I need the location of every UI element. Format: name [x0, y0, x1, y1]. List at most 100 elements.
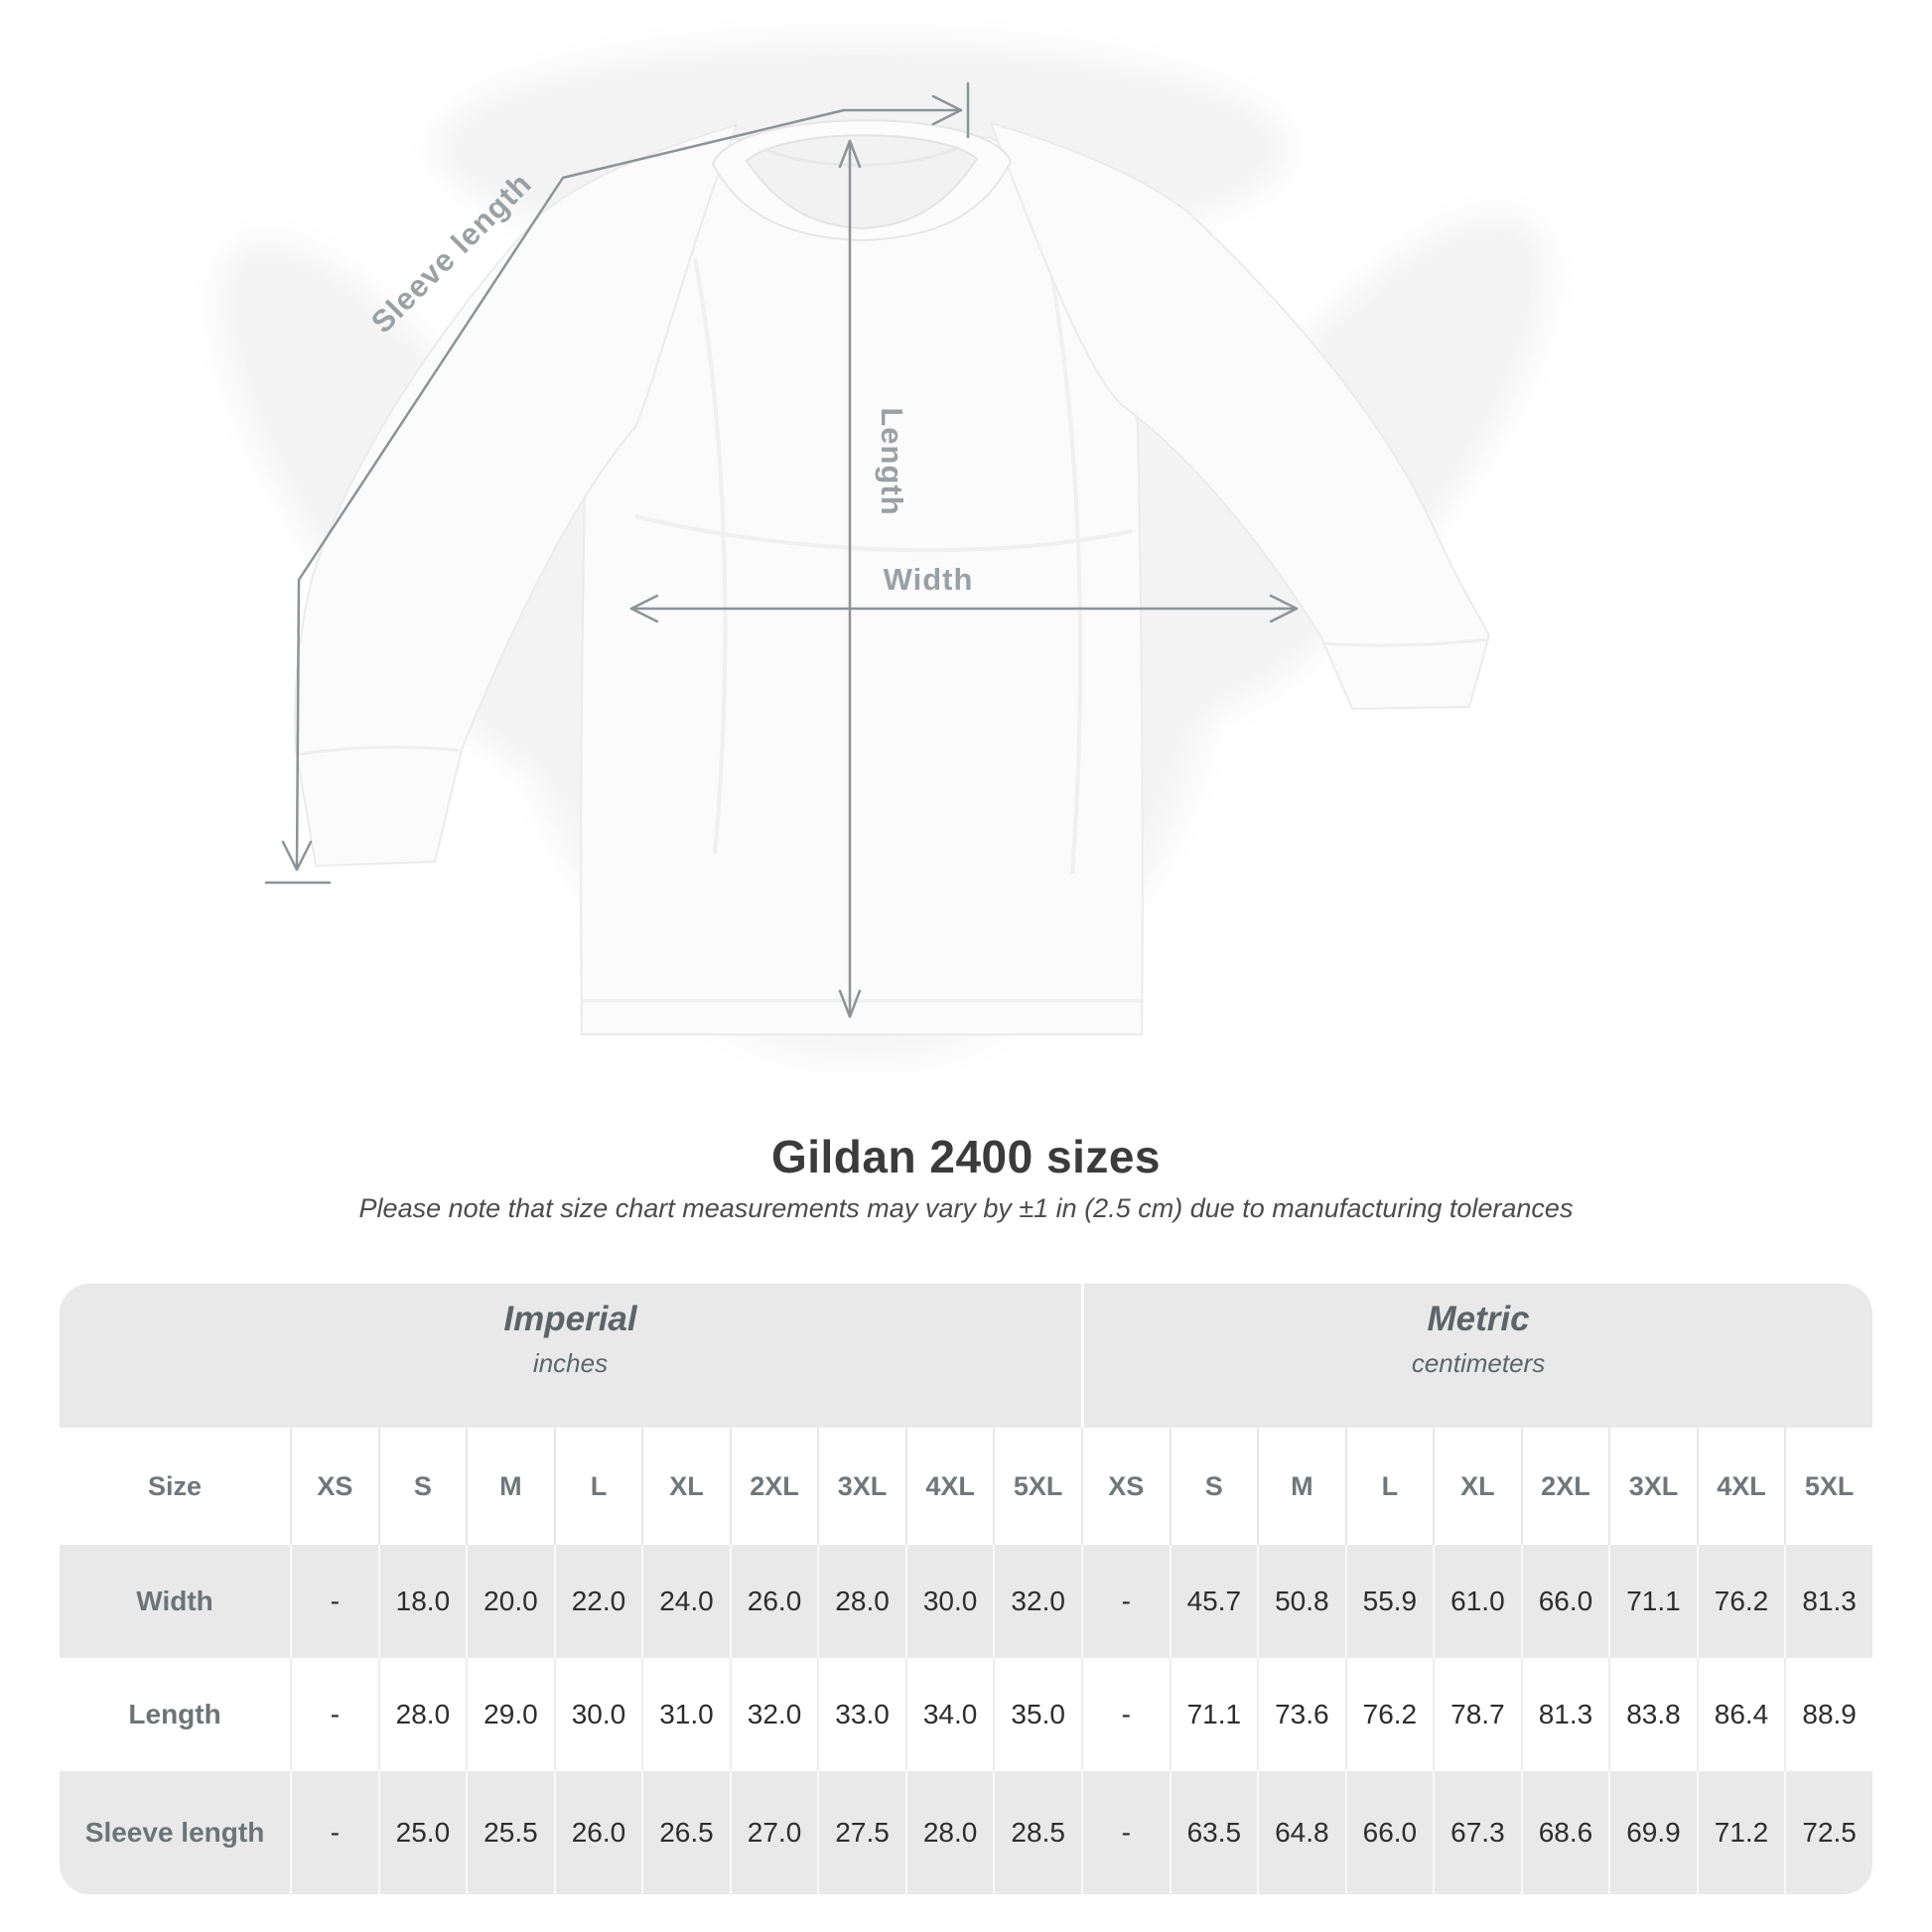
measurement-cell-metric: - — [1081, 1771, 1170, 1894]
row-label: Width — [60, 1545, 291, 1658]
arrowhead-right-width — [1269, 594, 1299, 623]
measurement-cell-metric: 78.7 — [1433, 1658, 1521, 1771]
shirt-left-sleeve — [294, 123, 739, 868]
measurement-cell-metric: 55.9 — [1344, 1545, 1434, 1658]
size-column-header-metric-4xl: 4XL — [1696, 1428, 1785, 1545]
arrowhead-down-length — [838, 989, 862, 1019]
right-cuff-seam — [1321, 637, 1490, 647]
size-column-header-metric-m: M — [1257, 1428, 1345, 1545]
page-subtitle: Please note that size chart measurements… — [358, 1193, 1574, 1223]
measurement-cell-imperial: 31.0 — [641, 1658, 730, 1771]
imperial-label: Imperial — [503, 1300, 637, 1338]
size-column-header-imperial-5xl: 5XL — [993, 1428, 1082, 1545]
size-column-header-imperial-4xl: 4XL — [904, 1428, 994, 1545]
measurement-cell-imperial: 34.0 — [904, 1658, 994, 1771]
measurement-cell-metric: 71.1 — [1169, 1658, 1258, 1771]
measurement-cell-imperial: 26.0 — [553, 1771, 642, 1894]
measurement-cell-metric: - — [1081, 1545, 1170, 1658]
shirt-collar — [711, 119, 1013, 242]
size-column-header-imperial-l: L — [553, 1428, 642, 1545]
measurement-cell-imperial: 28.0 — [817, 1545, 905, 1658]
size-column-header-metric-3xl: 3XL — [1608, 1428, 1697, 1545]
measurement-cell-metric: 45.7 — [1169, 1545, 1258, 1658]
measurement-cell-metric: 73.6 — [1257, 1658, 1345, 1771]
page-title: Gildan 2400 sizes — [770, 1131, 1162, 1182]
size-column-header-metric-s: S — [1169, 1428, 1258, 1545]
measurement-cell-imperial: 28.0 — [377, 1658, 467, 1771]
measurement-cell-imperial: 27.0 — [729, 1771, 818, 1894]
measurement-cell-metric: 72.5 — [1784, 1771, 1872, 1894]
size-column-header-metric-l: L — [1344, 1428, 1434, 1545]
row-label: Sleeve length — [60, 1771, 291, 1894]
measurement-cell-imperial: 35.0 — [993, 1658, 1082, 1771]
measurement-cell-metric: 63.5 — [1169, 1771, 1258, 1894]
measurement-cell-imperial: 26.0 — [729, 1545, 818, 1658]
measurement-cell-metric: 50.8 — [1257, 1545, 1345, 1658]
measurement-lines — [264, 81, 1299, 1019]
measurement-cell-imperial: 33.0 — [817, 1658, 905, 1771]
measurement-cell-metric: 71.1 — [1608, 1545, 1697, 1658]
measurement-cell-metric: - — [1081, 1658, 1170, 1771]
measurement-cell-imperial: 22.0 — [553, 1545, 642, 1658]
measurement-cell-metric: 69.9 — [1608, 1771, 1697, 1894]
measurement-cell-metric: 81.3 — [1520, 1658, 1609, 1771]
measurement-cell-metric: 66.0 — [1344, 1771, 1434, 1894]
measurement-cell-imperial: 27.5 — [817, 1771, 905, 1894]
arrowhead-up-length — [838, 139, 862, 169]
size-column-header-metric-2xl: 2XL — [1520, 1428, 1609, 1545]
measurement-cell-metric: 88.9 — [1784, 1658, 1872, 1771]
measurement-cell-imperial: 25.5 — [466, 1771, 554, 1894]
shirt-diagram-svg: Sleeve length Length Width — [218, 40, 1549, 1062]
measurement-cell-metric: 68.6 — [1520, 1771, 1609, 1894]
measurement-cell-imperial: - — [290, 1545, 378, 1658]
measurement-cell-metric: 83.8 — [1608, 1658, 1697, 1771]
size-table-body: Width -18.0 20.0 22.0 24.0 26.0 28.0 30.0 32.0-4… — [60, 1545, 1872, 1894]
measurement-cell-imperial: 25.0 — [377, 1771, 467, 1894]
size-column-header-imperial-xs: XS — [290, 1428, 378, 1545]
unit-band-row: Imperial inches Metric centimeters — [60, 1284, 1872, 1428]
imperial-band: Imperial inches — [60, 1284, 1082, 1428]
shirt-diagram: Sleeve length Length Width — [218, 40, 1549, 1062]
shirt-wrinkles — [582, 257, 1142, 1003]
arrowhead-left-width — [629, 594, 659, 623]
measurement-cell-metric: 64.8 — [1257, 1771, 1345, 1894]
shirt-right-sleeve — [989, 121, 1491, 711]
imperial-unit: inches — [532, 1348, 609, 1378]
measurement-cell-imperial: 26.5 — [641, 1771, 730, 1894]
length-label: Length — [875, 407, 909, 515]
size-column-header-imperial-xl: XL — [641, 1428, 730, 1545]
size-column-header-imperial-s: S — [377, 1428, 467, 1545]
measurement-cell-imperial: 29.0 — [466, 1658, 554, 1771]
measurement-cell-imperial: 30.0 — [904, 1545, 994, 1658]
width-label: Width — [884, 562, 974, 597]
measurement-cell-metric: 66.0 — [1520, 1545, 1609, 1658]
measurement-cell-imperial: 28.5 — [993, 1771, 1082, 1894]
arrowhead-right — [931, 94, 963, 126]
measurement-cell-imperial: 24.0 — [641, 1545, 730, 1658]
size-header-row: Size XS S M L XL 2XL 3XL 4XL 5XL XS S M L XL 2XL 3XL 4XL 5… — [60, 1428, 1872, 1545]
metric-band: Metric centimeters — [1081, 1284, 1872, 1428]
metric-unit: centimeters — [1411, 1348, 1546, 1378]
size-column-header-metric-xl: XL — [1433, 1428, 1521, 1545]
size-column-header-imperial-3xl: 3XL — [817, 1428, 905, 1545]
size-column-header-metric-xs: XS — [1081, 1428, 1170, 1545]
measurement-cell-imperial: 32.0 — [729, 1658, 818, 1771]
measurement-cell-metric: 61.0 — [1433, 1545, 1521, 1658]
measurement-cell-metric: 76.2 — [1696, 1545, 1785, 1658]
measurement-cell-imperial: - — [290, 1771, 378, 1894]
size-column-header-imperial-m: M — [466, 1428, 554, 1545]
sleeve-length-line — [295, 108, 963, 870]
left-cuff-seam — [295, 746, 460, 757]
table-row-length: Length -28.0 29.0 30.0 31.0 32.0 33.0 34.0 35.0-… — [60, 1658, 1872, 1771]
measurement-cell-imperial: - — [290, 1658, 378, 1771]
measurement-cell-metric: 67.3 — [1433, 1771, 1521, 1894]
size-column-header-imperial-2xl: 2XL — [729, 1428, 818, 1545]
measurement-cell-imperial: 20.0 — [466, 1545, 554, 1658]
measurement-cell-imperial: 18.0 — [377, 1545, 467, 1658]
measurement-cell-metric: 76.2 — [1344, 1658, 1434, 1771]
size-column-header-metric-5xl: 5XL — [1784, 1428, 1872, 1545]
arrowhead-down-sleeve — [281, 840, 313, 872]
measurement-cell-imperial: 30.0 — [553, 1658, 642, 1771]
table-row-sleeve-length: Sleeve length -25.0 25.5 26.0 26.5 27.0 27.5 28… — [60, 1771, 1872, 1894]
